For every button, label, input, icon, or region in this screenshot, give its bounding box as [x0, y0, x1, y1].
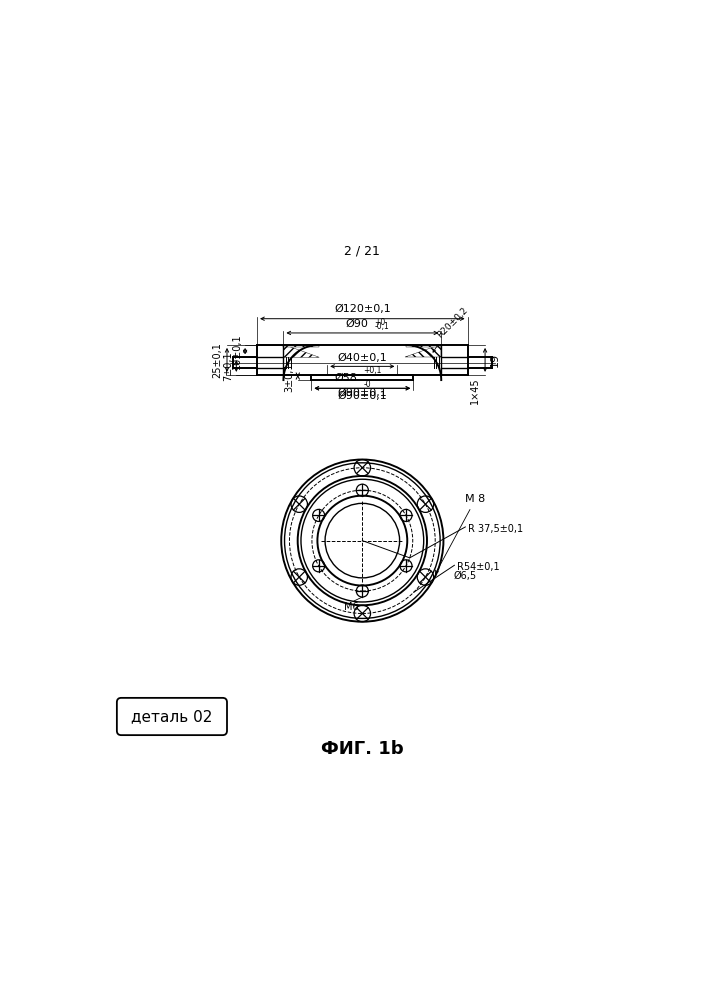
Text: 19: 19 — [489, 353, 499, 367]
Text: R54±0,1: R54±0,1 — [457, 562, 500, 572]
Text: M 8: M 8 — [436, 494, 486, 574]
Text: +0: +0 — [375, 318, 385, 327]
Text: Ø90±0,1: Ø90±0,1 — [337, 388, 387, 398]
Text: 1×45: 1×45 — [470, 378, 480, 404]
Text: Ø90: Ø90 — [346, 319, 368, 329]
Text: M6: M6 — [344, 602, 358, 612]
Text: Ø120±0,1: Ø120±0,1 — [334, 304, 391, 314]
Text: 7±0,1: 7±0,1 — [223, 351, 233, 381]
Text: -0: -0 — [363, 380, 371, 389]
Text: R20±0,2: R20±0,2 — [433, 305, 470, 352]
Text: деталь 02: деталь 02 — [132, 709, 213, 724]
Text: 2 / 21: 2 / 21 — [344, 244, 380, 257]
Polygon shape — [407, 345, 441, 347]
FancyBboxPatch shape — [117, 698, 227, 735]
Text: +0,1: +0,1 — [363, 366, 382, 375]
Text: 10±0,1: 10±0,1 — [232, 333, 242, 369]
Text: Ø90±0,1: Ø90±0,1 — [337, 391, 387, 401]
Text: -0,1: -0,1 — [375, 322, 389, 331]
Text: ФИГ. 1b: ФИГ. 1b — [321, 740, 404, 758]
Text: 25±0,1: 25±0,1 — [213, 342, 223, 378]
Text: Ø40±0,1: Ø40±0,1 — [337, 353, 387, 363]
Text: Ø6,5: Ø6,5 — [453, 571, 477, 581]
Polygon shape — [284, 345, 319, 357]
Text: 3±0,1: 3±0,1 — [284, 363, 295, 392]
Polygon shape — [406, 345, 441, 357]
Polygon shape — [284, 345, 319, 347]
Text: Ø58: Ø58 — [334, 372, 357, 382]
Text: R 37,5±0,1: R 37,5±0,1 — [468, 524, 523, 534]
